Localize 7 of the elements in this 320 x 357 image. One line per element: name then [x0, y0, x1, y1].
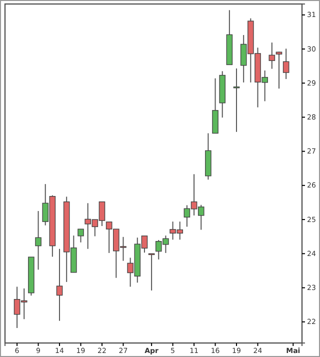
candlestick	[268, 42, 276, 70]
candlestick	[56, 248, 63, 322]
candlestick	[35, 210, 42, 270]
candlestick	[212, 78, 218, 134]
candlestick	[282, 48, 290, 80]
candlestick	[78, 228, 84, 243]
candlestick	[276, 51, 282, 90]
